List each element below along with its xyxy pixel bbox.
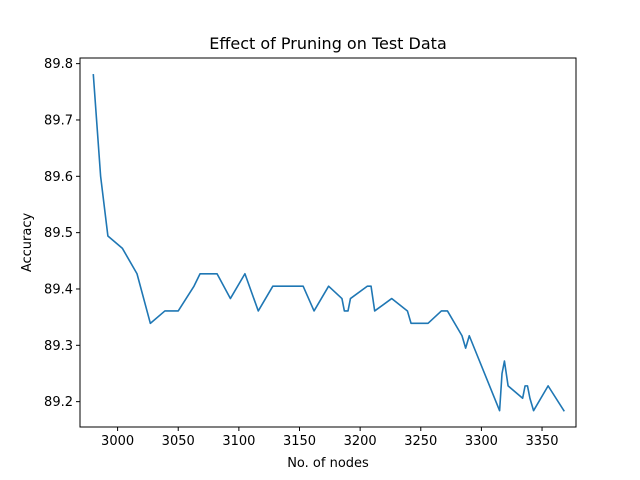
plot-area	[92, 74, 565, 412]
x-tick-label: 3200	[344, 434, 377, 449]
plot-frame	[79, 57, 577, 428]
y-tick-label: 89.8	[44, 57, 73, 72]
y-tick-label: 89.6	[44, 170, 73, 185]
x-tick-label: 3100	[222, 434, 255, 449]
x-axis-label: No. of nodes	[287, 456, 369, 471]
x-tick-label: 3050	[162, 434, 195, 449]
chart-title: Effect of Pruning on Test Data	[209, 34, 447, 53]
x-tick-label: 3350	[525, 434, 558, 449]
x-tick-label: 3250	[404, 434, 437, 449]
series-line	[92, 74, 565, 412]
y-tick-label: 89.7	[44, 113, 73, 128]
y-tick-label: 89.4	[44, 282, 73, 297]
x-tick-label: 3300	[465, 434, 498, 449]
y-axis-label: Accuracy	[20, 213, 35, 273]
y-tick-label: 89.2	[44, 395, 73, 410]
y-tick-label: 89.5	[44, 226, 73, 241]
y-tick-label: 89.3	[44, 339, 73, 354]
x-tick-label: 3000	[101, 434, 134, 449]
x-tick-label: 3150	[283, 434, 316, 449]
